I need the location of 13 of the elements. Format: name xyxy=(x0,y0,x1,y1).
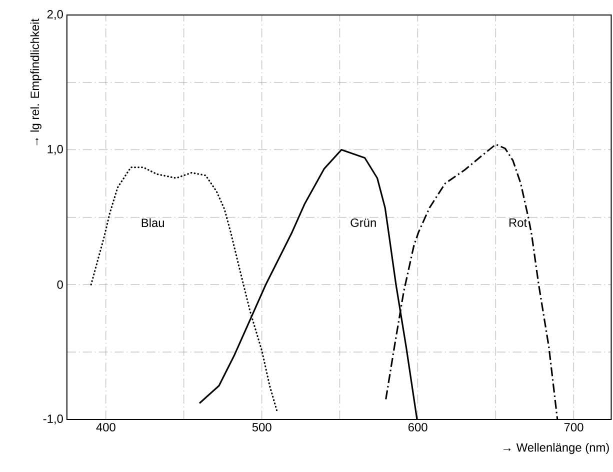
x-axis-title: → Wellenlänge (nm) xyxy=(504,442,609,454)
y-tick-label: 2,0 xyxy=(47,10,63,20)
y-tick-label: -1,0 xyxy=(43,414,63,424)
x-tick-label: 700 xyxy=(564,422,584,432)
text: Blau xyxy=(142,218,164,227)
x-tick-label: 600 xyxy=(408,422,428,432)
y-tick-label: 1,0 xyxy=(48,144,63,155)
y-tick-label: 0 xyxy=(57,280,63,289)
x-tick-label: 400 xyxy=(96,422,116,432)
x-tick-label: 500 xyxy=(252,422,272,432)
series-label: Grün xyxy=(350,218,376,227)
series-label: Rot xyxy=(509,218,527,227)
y-axis-title: → lg rel. Empfindlichkeit xyxy=(30,18,42,146)
